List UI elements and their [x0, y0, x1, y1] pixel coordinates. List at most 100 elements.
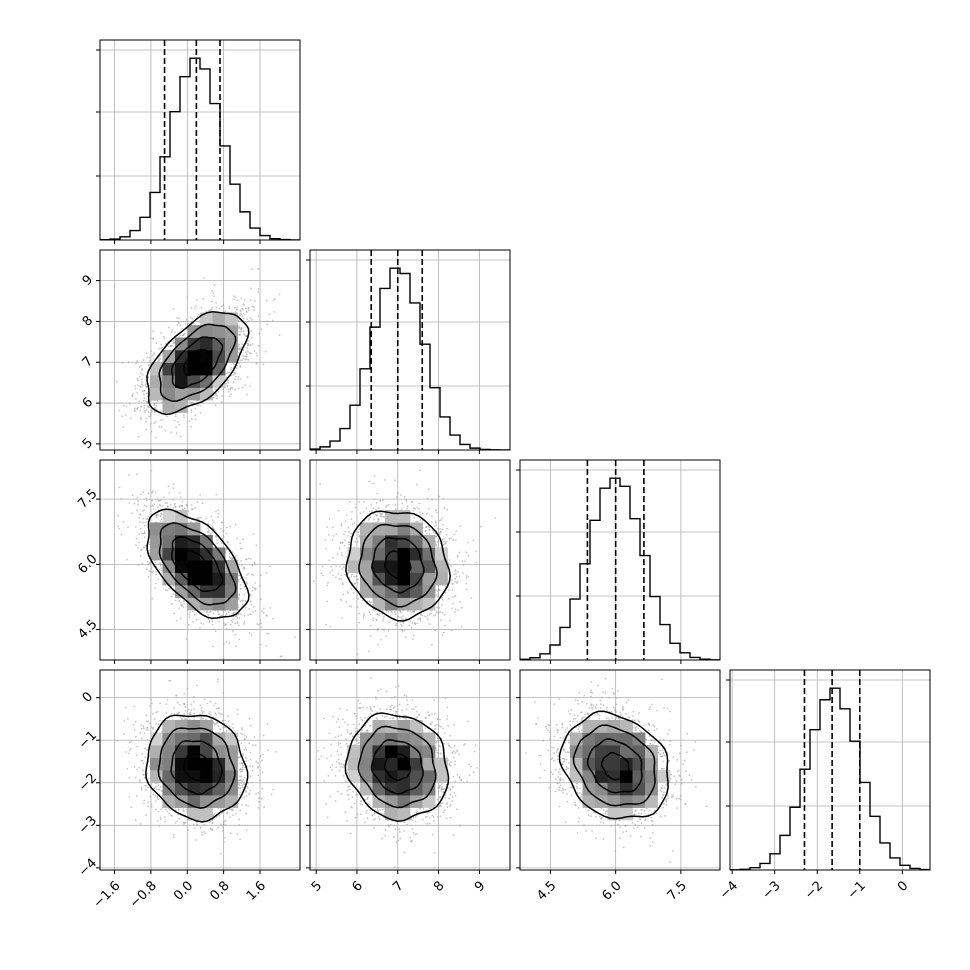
scatter-point [243, 567, 246, 569]
scatter-point [230, 619, 233, 622]
scatter-point [595, 815, 597, 818]
scatter-point [170, 344, 173, 347]
scatter-point [160, 401, 163, 404]
density-cell [595, 732, 608, 746]
density-cell [175, 350, 188, 363]
scatter-point [247, 805, 249, 807]
scatter-point [340, 599, 343, 602]
scatter-point [421, 614, 424, 617]
scatter-point [177, 420, 180, 423]
scatter-point [199, 411, 202, 414]
scatter-point [599, 703, 602, 706]
panel-frame [99, 459, 301, 661]
scatter-point [363, 613, 366, 615]
scatter-point [548, 786, 551, 789]
scatter-point [561, 722, 564, 725]
scatter-point [661, 678, 663, 681]
density-cell [385, 720, 398, 733]
scatter-point [424, 816, 427, 819]
density-cell [372, 522, 386, 536]
scatter-point [665, 803, 668, 806]
density-cell [607, 757, 621, 771]
scatter-point [341, 541, 344, 544]
scatter-point [201, 712, 204, 714]
scatter-point [221, 829, 224, 832]
scatter-point [177, 322, 180, 324]
scatter-point [428, 526, 430, 529]
scatter-point [127, 526, 129, 529]
scatter-point [183, 703, 186, 705]
density-cell [620, 720, 633, 733]
scatter-point [241, 359, 244, 362]
scatter-point [393, 866, 396, 869]
scatter-point [190, 409, 193, 412]
scatter-point [144, 756, 147, 759]
scatter-point [361, 803, 364, 806]
scatter-point [135, 544, 137, 546]
scatter-point [345, 600, 348, 603]
scatter-point [598, 714, 601, 717]
scatter-point [214, 717, 217, 719]
scatter-point [369, 705, 372, 708]
scatter-point [258, 797, 260, 799]
density-cell [620, 757, 633, 771]
scatter-point [395, 841, 398, 844]
scatter-point [552, 746, 555, 749]
scatter-point [259, 585, 261, 588]
scatter-point [242, 355, 245, 357]
scatter-point [438, 519, 441, 522]
scatter-point [362, 510, 365, 513]
density-cell [225, 337, 238, 351]
scatter-point [255, 760, 258, 763]
scatter-point [415, 811, 418, 814]
scatter-point [260, 797, 263, 800]
scatter-point [434, 724, 436, 727]
scatter-point [239, 613, 242, 616]
scatter-point [551, 746, 553, 749]
scatter-point [583, 716, 585, 718]
scatter-point [335, 533, 338, 535]
contour-line [357, 725, 437, 809]
scatter-point [218, 307, 221, 310]
scatter-point [368, 600, 371, 603]
scatter-point [190, 306, 193, 309]
scatter-point [225, 730, 228, 733]
scatter-point [356, 524, 358, 526]
scatter-point [604, 812, 607, 815]
scatter-point [178, 317, 180, 320]
scatter-point [579, 724, 582, 726]
scatter-point [162, 335, 165, 338]
scatter-point [406, 507, 409, 510]
scatter-point [405, 500, 408, 503]
scatter-point [237, 749, 240, 752]
scatter-point [195, 839, 198, 841]
scatter-point [178, 599, 181, 602]
scatter-point [428, 532, 431, 535]
scatter-point [554, 790, 557, 793]
density-cell [162, 547, 176, 561]
scatter-point [234, 375, 237, 378]
scatter-point [323, 717, 325, 720]
scatter-point [394, 686, 397, 688]
scatter-point [365, 706, 368, 709]
scatter-point [404, 714, 407, 717]
scatter-point [234, 615, 237, 618]
scatter-point [221, 719, 224, 722]
scatter-point [152, 728, 154, 730]
scatter-point [383, 629, 385, 632]
scatter-point [435, 749, 438, 752]
scatter-point [124, 414, 127, 416]
scatter-point [412, 509, 415, 512]
scatter-point [240, 587, 242, 590]
scatter-point [142, 532, 144, 535]
scatter-point [215, 493, 218, 496]
density-cell [150, 535, 163, 548]
scatter-point [247, 309, 250, 311]
scatter-point [265, 299, 268, 302]
scatter-point [260, 328, 263, 331]
scatter-point [449, 765, 452, 767]
scatter-point [226, 371, 229, 374]
scatter-point [327, 533, 330, 536]
scatter-point [376, 517, 379, 520]
scatter-point [134, 776, 137, 779]
